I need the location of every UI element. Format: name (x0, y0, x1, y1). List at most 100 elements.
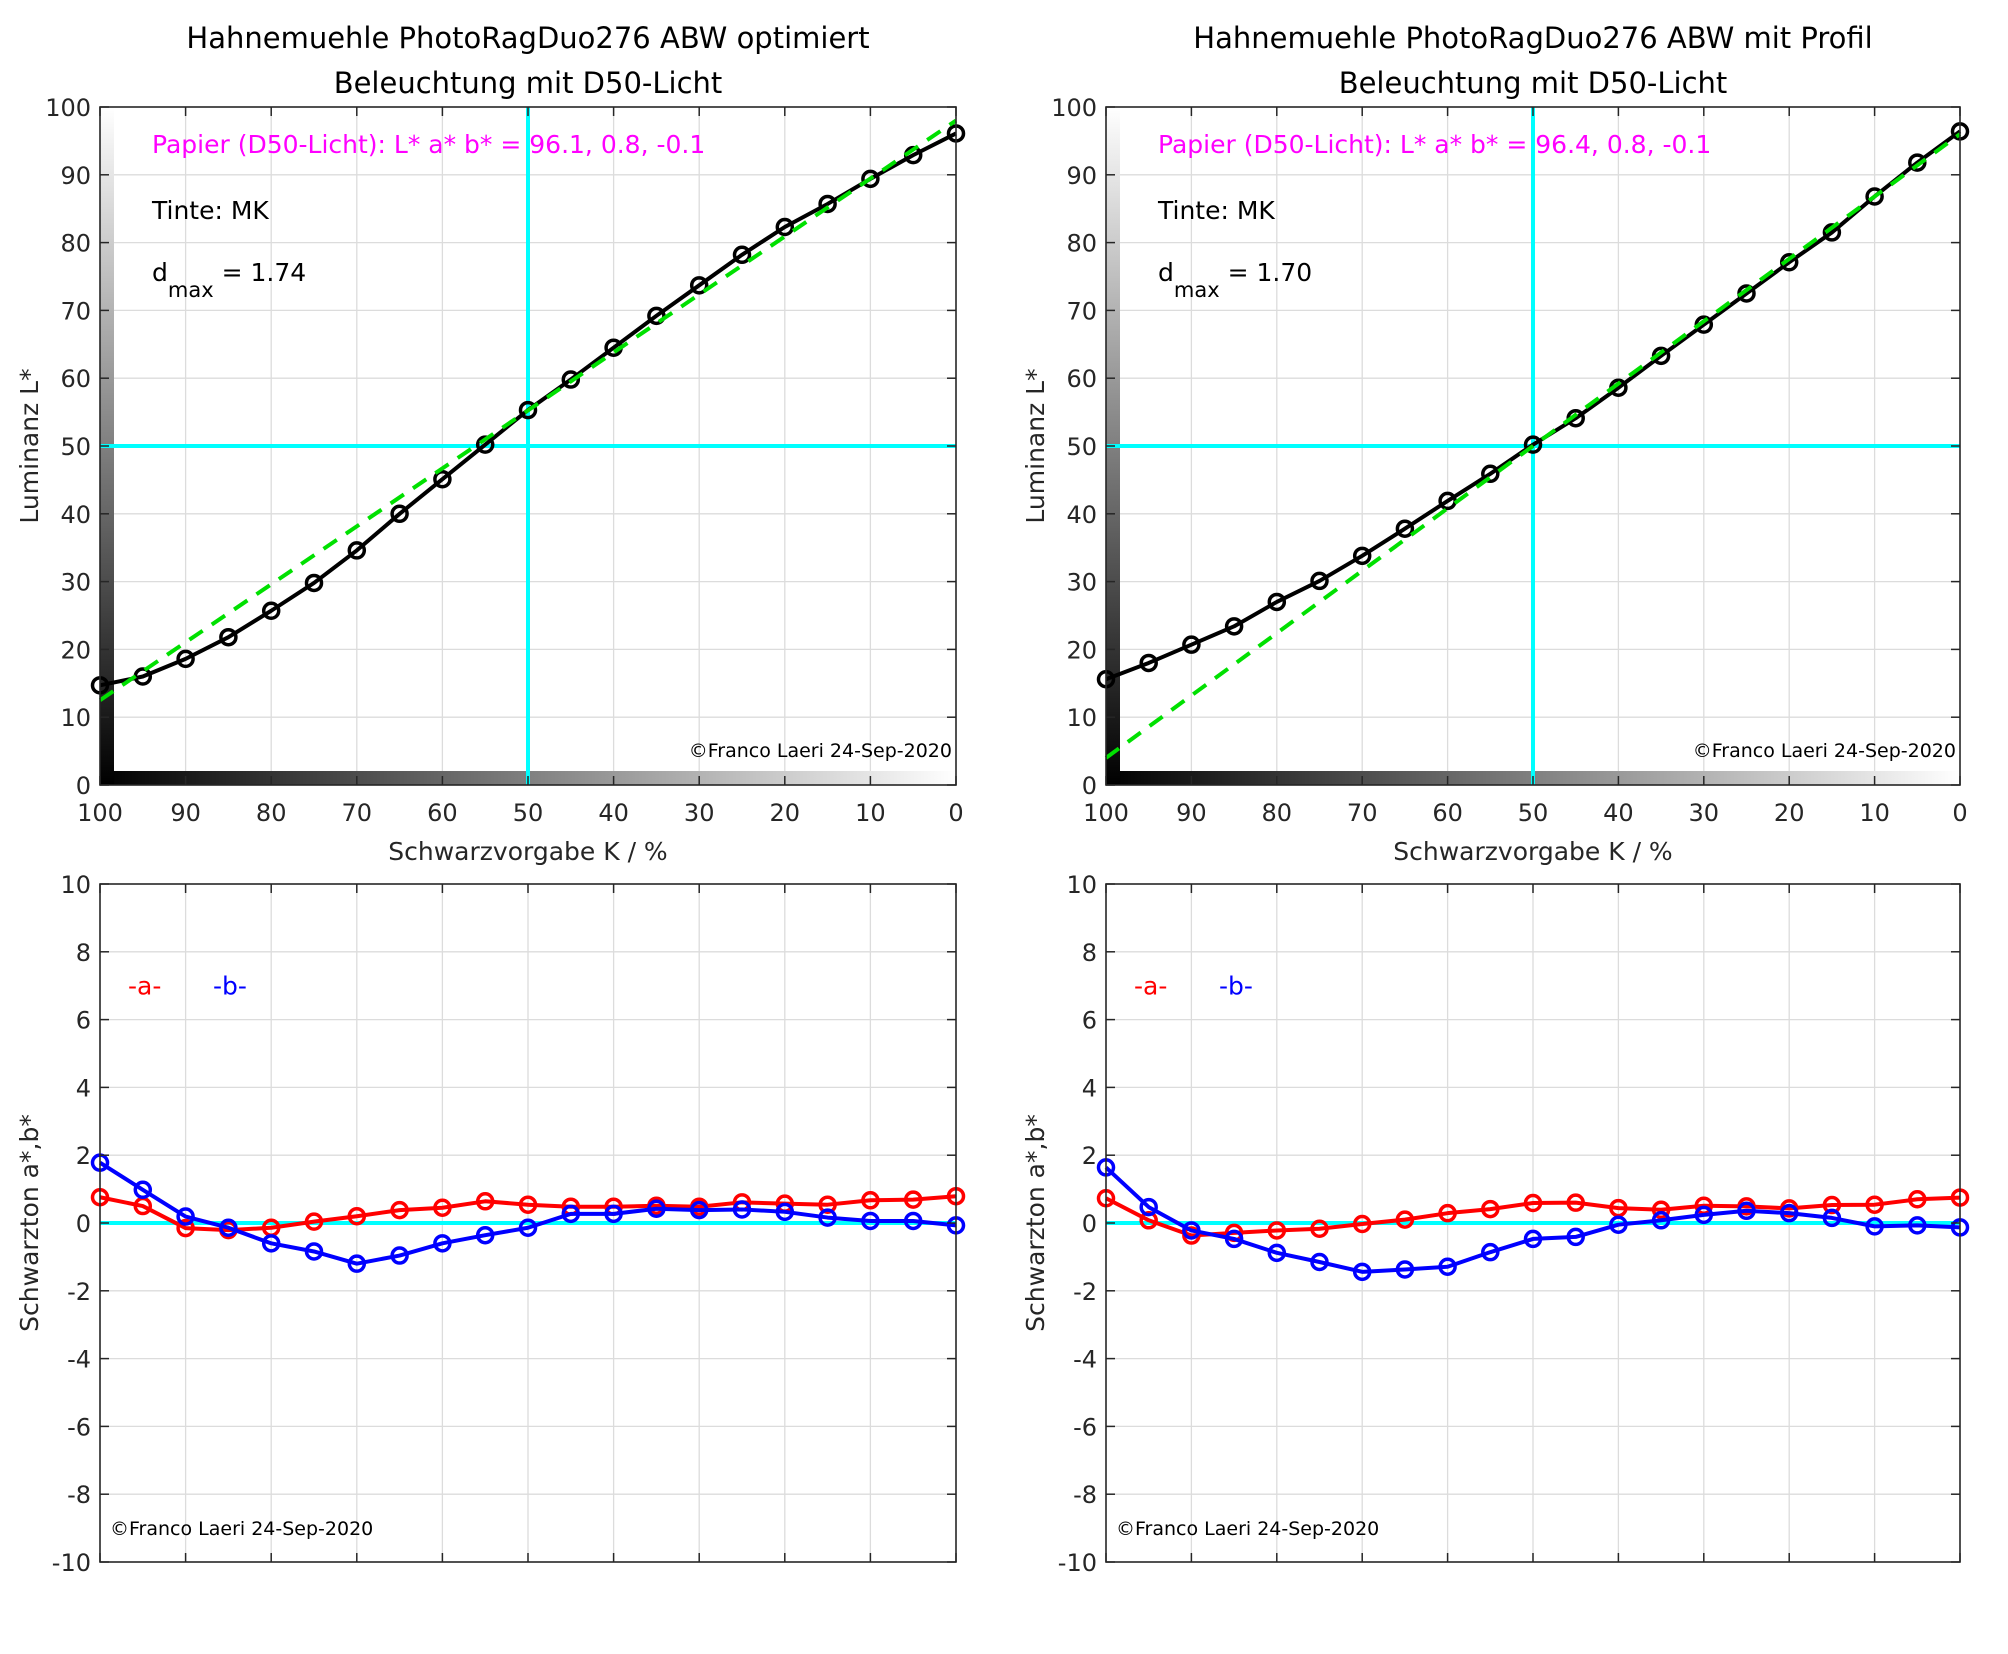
data-point (1438, 1203, 1457, 1223)
data-point (1651, 1200, 1671, 1220)
data-point (1352, 1262, 1372, 1282)
data-point (1737, 1201, 1756, 1221)
x-tick-label: 0 (948, 799, 963, 827)
data-point (1310, 1219, 1329, 1239)
y-tick-label: 10 (1066, 704, 1097, 732)
y-tick-label: 50 (1066, 433, 1097, 461)
y-tick-label: 40 (60, 501, 91, 529)
dmax-symbol: d (1158, 258, 1174, 287)
data-point (347, 1206, 367, 1226)
data-point (1908, 1190, 1927, 1209)
data-point (732, 245, 752, 265)
data-point (1523, 1193, 1543, 1213)
y-tick-label: 0 (1082, 772, 1097, 800)
y-tick-label: 2 (1082, 1142, 1097, 1170)
data-point (775, 217, 795, 237)
data-point (1822, 223, 1842, 242)
x-tick-label: 40 (598, 799, 629, 827)
series-line-b (1104, 1165, 1961, 1274)
data-point (1139, 653, 1158, 673)
data-point (176, 1218, 195, 1238)
credit-text: ©Franco Laeri 24-Sep-2020 (1116, 1518, 1379, 1540)
x-tick-label: 10 (1859, 799, 1890, 827)
data-point (647, 306, 666, 326)
data-point (1139, 1211, 1158, 1230)
data-point (261, 601, 281, 621)
data-point (518, 400, 538, 420)
data-point (775, 1202, 795, 1222)
dmax-symbol: d (152, 258, 168, 287)
y-tick-label: 50 (60, 433, 91, 461)
data-point (1224, 617, 1244, 636)
data-point (219, 1218, 238, 1237)
x-tick-label: 50 (1518, 799, 1549, 827)
chart-title: Beleuchtung mit D50-Licht (334, 66, 723, 100)
reference-line (98, 118, 958, 702)
data-point (1352, 1214, 1372, 1234)
data-point (689, 1200, 709, 1220)
credit-text: ©Franco Laeri 24-Sep-2020 (689, 740, 952, 762)
y-tick-label: 80 (60, 230, 91, 258)
x-tick-label: 50 (513, 799, 544, 827)
data-point (347, 1254, 367, 1273)
data-point (1566, 1227, 1585, 1247)
data-point (1395, 519, 1415, 538)
y-tick-label: 20 (1066, 636, 1097, 664)
y-tick-label: -4 (67, 1346, 91, 1374)
data-point (475, 1192, 495, 1211)
data-point (1908, 1216, 1927, 1235)
y-tick-label: -4 (1073, 1346, 1097, 1374)
data-point (390, 1200, 409, 1220)
data-point (1310, 571, 1329, 591)
data-point (647, 1199, 666, 1219)
y-tick-label: 0 (1082, 1210, 1097, 1238)
y-tick-label: 70 (60, 297, 91, 325)
y-tick-label: 2 (76, 1142, 91, 1170)
y-axis-label: Schwarzton a*,b* (1021, 1114, 1050, 1332)
data-point (604, 1204, 623, 1224)
data-point (176, 649, 195, 669)
x-tick-label: 90 (1176, 799, 1207, 827)
data-point (304, 573, 324, 593)
x-tick-label: 80 (1262, 799, 1293, 827)
data-point (1267, 592, 1287, 612)
data-point (861, 1211, 880, 1231)
data-point (1822, 1208, 1842, 1228)
dmax-value: = 1.70 (1220, 258, 1313, 287)
data-point (818, 194, 837, 214)
x-axis-label: Schwarzvorgabe K / % (1393, 837, 1672, 866)
x-tick-label: 100 (77, 799, 123, 827)
x-tick-label: 10 (855, 799, 886, 827)
chart-title: Beleuchtung mit D50-Licht (1339, 66, 1728, 100)
data-point (475, 1225, 495, 1245)
x-tick-label: 90 (170, 799, 201, 827)
legend-b: -b- (1219, 972, 1253, 1001)
y-tick-label: -8 (67, 1481, 91, 1509)
data-point (518, 1218, 538, 1237)
y-tick-label: 4 (1082, 1074, 1097, 1102)
chart-title: Hahnemuehle PhotoRagDuo276 ABW optimiert (186, 21, 869, 55)
y-tick-label: 10 (1066, 871, 1097, 899)
credit-text: ©Franco Laeri 24-Sep-2020 (110, 1518, 373, 1540)
y-tick-label: 90 (1066, 162, 1097, 190)
data-point (304, 1212, 324, 1231)
x-tick-label: 0 (1952, 799, 1967, 827)
dmax-annotation: dmax = 1.70 (1158, 258, 1312, 302)
legend-b: -b- (213, 972, 247, 1001)
y-tick-label: 30 (1066, 569, 1097, 597)
data-point (1182, 1221, 1201, 1240)
data-point (1865, 1217, 1884, 1236)
series-line-a (1105, 1195, 1961, 1238)
y-tick-label: 6 (1082, 1007, 1097, 1035)
y-tick-label: 0 (76, 1210, 91, 1238)
y-axis-label: Luminanz L* (1021, 368, 1050, 523)
x-tick-label: 30 (1689, 799, 1720, 827)
data-point (1481, 1199, 1500, 1219)
dmax-subscript: max (168, 278, 214, 302)
data-point (219, 627, 238, 647)
y-tick-label: 100 (45, 94, 91, 122)
data-point (1139, 1197, 1158, 1217)
data-point (1865, 1195, 1884, 1214)
data-point (390, 504, 409, 524)
y-tick-label: 8 (1082, 939, 1097, 967)
